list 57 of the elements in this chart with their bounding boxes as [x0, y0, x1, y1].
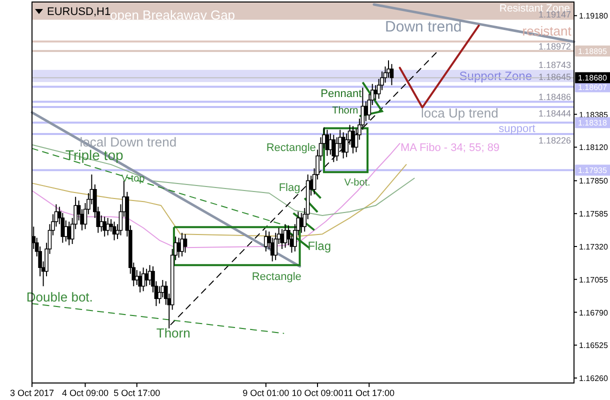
- candlestick: [138, 270, 142, 293]
- x-tick-label: 3 Oct 2017: [10, 388, 54, 398]
- annotation: 1.18743: [538, 60, 571, 70]
- ref-line-label: 1.18895: [578, 47, 608, 56]
- ref-line-label: 1.18607: [578, 82, 608, 92]
- y-tick-label: 1.18385: [579, 110, 608, 120]
- candlestick: [180, 232, 184, 257]
- y-tick-label: 1.16525: [579, 341, 608, 350]
- annotation: Flag: [278, 182, 300, 194]
- annotation: 1.18645: [538, 72, 571, 82]
- candlestick: [386, 60, 390, 78]
- annotation: 1.18226: [538, 136, 571, 146]
- x-tick-label: 9 Oct 01:00: [242, 388, 290, 398]
- x-tick-label: 4 Oct 09:00: [62, 388, 108, 398]
- annotation: Pennant: [320, 88, 362, 100]
- annotation: loca Up trend: [421, 106, 498, 121]
- annotation: 1.18972: [538, 42, 571, 52]
- candlestick: [332, 134, 336, 163]
- candlestick: [374, 84, 378, 101]
- ref-line-label: 1.17935: [578, 166, 608, 176]
- annotation: MA Fibo - 34; 55; 89: [400, 142, 500, 154]
- annotation: Rectangle: [252, 270, 302, 283]
- y-tick-label: 1.17850: [579, 176, 608, 186]
- candlestick: [102, 216, 106, 238]
- y-tick-label: 1.17320: [579, 242, 608, 252]
- annotation: Down trend: [385, 18, 462, 36]
- annotation: 1.18486: [538, 92, 571, 102]
- annotation: V-bot.: [344, 178, 370, 188]
- annotation: resistant: [522, 24, 572, 39]
- candlestick: [264, 230, 268, 252]
- x-tick-label: 11 Oct 17:00: [344, 388, 395, 398]
- candlestick: [106, 217, 110, 236]
- candlestick: [183, 234, 188, 254]
- candlestick: [280, 228, 284, 250]
- y-tick-label: 1.16790: [579, 308, 608, 318]
- y-tick-label: 1.19180: [579, 12, 608, 21]
- annotation: Thorn: [156, 326, 190, 341]
- annotation: 1.18444: [538, 108, 571, 118]
- x-tick-label: 5 Oct 17:00: [114, 388, 160, 398]
- x-tick-label: 10 Oct 09:00: [292, 388, 344, 398]
- candlestick: [274, 232, 278, 261]
- annotation: Rectangle: [266, 142, 316, 154]
- candlestick: [390, 64, 394, 86]
- annotation: Thorn: [332, 106, 358, 116]
- candlestick: [67, 221, 71, 246]
- candlestick: [144, 268, 148, 287]
- annotation: Flag: [308, 239, 332, 254]
- ref-line-label: 1.18318: [578, 118, 608, 128]
- y-tick-label: 1.17585: [579, 210, 608, 219]
- ref-line-label: 1.18680: [578, 74, 608, 83]
- y-tick-label: 1.18120: [579, 143, 608, 152]
- y-tick-label: 1.16260: [579, 374, 608, 384]
- candlestick: [351, 126, 355, 154]
- y-tick-label: 1.17055: [579, 275, 608, 284]
- chart-title: EURUSD,H1: [47, 6, 111, 18]
- annotation: open Breakaway Gap: [110, 8, 236, 23]
- annotation: support: [498, 122, 536, 135]
